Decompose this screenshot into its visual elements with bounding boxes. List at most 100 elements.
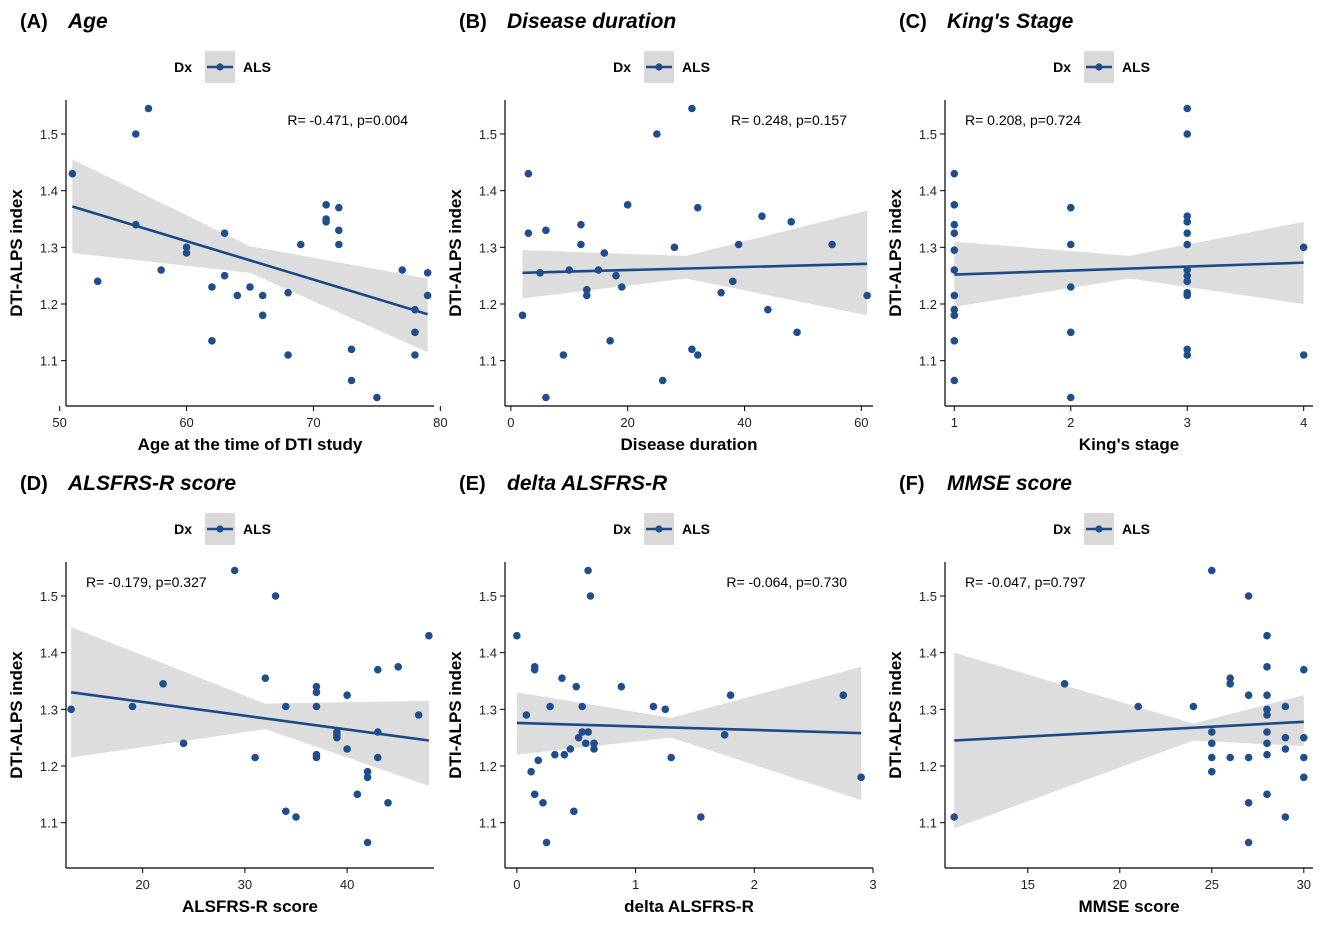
data-point xyxy=(670,243,679,252)
data-point xyxy=(1263,631,1271,640)
x-tick-label: 30 xyxy=(1297,877,1311,892)
data-point xyxy=(863,291,871,300)
data-point xyxy=(233,291,242,300)
data-point xyxy=(578,702,586,711)
data-point xyxy=(950,169,959,178)
data-point xyxy=(950,201,959,209)
legend-label: ALS xyxy=(1122,521,1150,537)
data-point xyxy=(546,702,554,711)
y-tick-label: 1.4 xyxy=(479,184,497,199)
data-point xyxy=(1300,773,1308,782)
data-point xyxy=(1281,733,1290,742)
data-point xyxy=(693,351,702,359)
y-axis-title: DTI-ALPS index xyxy=(886,651,905,779)
panel-title: ALSFRS-R score xyxy=(67,472,236,495)
y-tick-label: 1.2 xyxy=(40,297,58,312)
regression-line xyxy=(70,691,430,742)
confidence-band xyxy=(954,652,1304,829)
data-point xyxy=(584,728,592,736)
data-point xyxy=(284,288,292,297)
data-point xyxy=(67,705,75,714)
data-point xyxy=(1226,753,1234,762)
data-point xyxy=(1208,566,1216,575)
y-tick-label: 1.2 xyxy=(40,759,58,774)
data-point xyxy=(542,393,550,402)
data-point xyxy=(577,240,585,249)
data-point xyxy=(513,631,521,640)
data-points xyxy=(68,104,432,402)
data-point xyxy=(1208,767,1216,776)
data-point xyxy=(729,277,737,286)
data-point xyxy=(950,376,959,385)
data-point xyxy=(131,220,140,229)
confidence-band xyxy=(522,210,868,316)
x-tick-label: 15 xyxy=(1021,877,1035,892)
data-point xyxy=(292,813,300,821)
panel-3: (C) King's Stage Dx ALS 1.1 1.2 1.3 1.4 1.5 1 2 3 4 K… xyxy=(886,10,1313,454)
x-tick-label: 25 xyxy=(1205,877,1219,892)
panel-letter: (B) xyxy=(459,11,487,33)
data-point xyxy=(312,702,321,711)
x-axis-title: King's stage xyxy=(1079,435,1179,454)
panel-title: delta ALSFRS-R xyxy=(507,472,668,495)
panel-6: (F) MMSE score Dx ALS 1.1 1.2 1.3 1.4 1.5 15 20 25 3… xyxy=(886,472,1313,916)
data-point xyxy=(582,286,591,294)
y-tick-label: 1.2 xyxy=(919,297,937,312)
y-tick-label: 1.3 xyxy=(919,240,937,255)
data-point xyxy=(258,311,267,320)
data-point xyxy=(618,283,626,291)
x-tick-label: 50 xyxy=(52,415,66,430)
data-point xyxy=(1299,351,1308,359)
data-point xyxy=(658,376,667,385)
data-point xyxy=(581,739,590,748)
data-point xyxy=(950,291,959,300)
data-point xyxy=(1066,240,1075,249)
data-point xyxy=(1263,728,1271,736)
data-point xyxy=(1244,838,1253,847)
y-axis-title: DTI-ALPS index xyxy=(446,189,465,317)
panel-letter: (D) xyxy=(20,473,48,495)
legend-label: ALS xyxy=(682,521,710,537)
data-point xyxy=(411,328,419,337)
data-point xyxy=(594,266,603,274)
data-point xyxy=(590,745,598,753)
correlation-annotation: R= -0.047, p=0.797 xyxy=(965,574,1086,590)
x-axis-title: ALSFRS-R score xyxy=(182,897,318,916)
data-point xyxy=(720,731,729,739)
x-tick-label: 0 xyxy=(507,415,514,430)
data-point xyxy=(1183,291,1192,300)
x-tick-label: 4 xyxy=(1300,415,1307,430)
y-tick-label: 1.1 xyxy=(919,354,937,369)
data-point xyxy=(347,345,356,354)
confidence-band xyxy=(954,221,1304,307)
x-tick-label: 1 xyxy=(632,877,639,892)
x-tick-label: 20 xyxy=(135,877,149,892)
data-point xyxy=(208,337,216,345)
data-point xyxy=(131,130,140,138)
data-point xyxy=(128,702,137,711)
x-tick-label: 1 xyxy=(951,415,958,430)
data-point xyxy=(179,739,188,748)
y-tick-label: 1.4 xyxy=(919,184,937,199)
y-tick-label: 1.5 xyxy=(919,589,937,604)
y-tick-label: 1.1 xyxy=(40,354,58,369)
x-tick-label: 60 xyxy=(854,415,868,430)
data-point xyxy=(281,702,290,711)
data-point xyxy=(230,566,239,575)
correlation-annotation: R= -0.179, p=0.327 xyxy=(86,574,207,590)
legend-key-point xyxy=(1095,63,1103,71)
data-point xyxy=(617,682,626,691)
y-tick-label: 1.1 xyxy=(919,816,937,831)
x-tick-label: 20 xyxy=(620,415,634,430)
data-point xyxy=(394,663,403,671)
correlation-annotation: R= 0.248, p=0.157 xyxy=(731,112,847,128)
data-point xyxy=(384,799,392,807)
data-point xyxy=(281,807,290,816)
legend-label: ALS xyxy=(682,59,710,75)
data-point xyxy=(271,592,280,600)
data-point xyxy=(534,756,543,765)
data-point xyxy=(612,271,620,280)
data-point xyxy=(1183,130,1192,138)
data-points xyxy=(950,566,1308,847)
data-point xyxy=(347,376,356,385)
